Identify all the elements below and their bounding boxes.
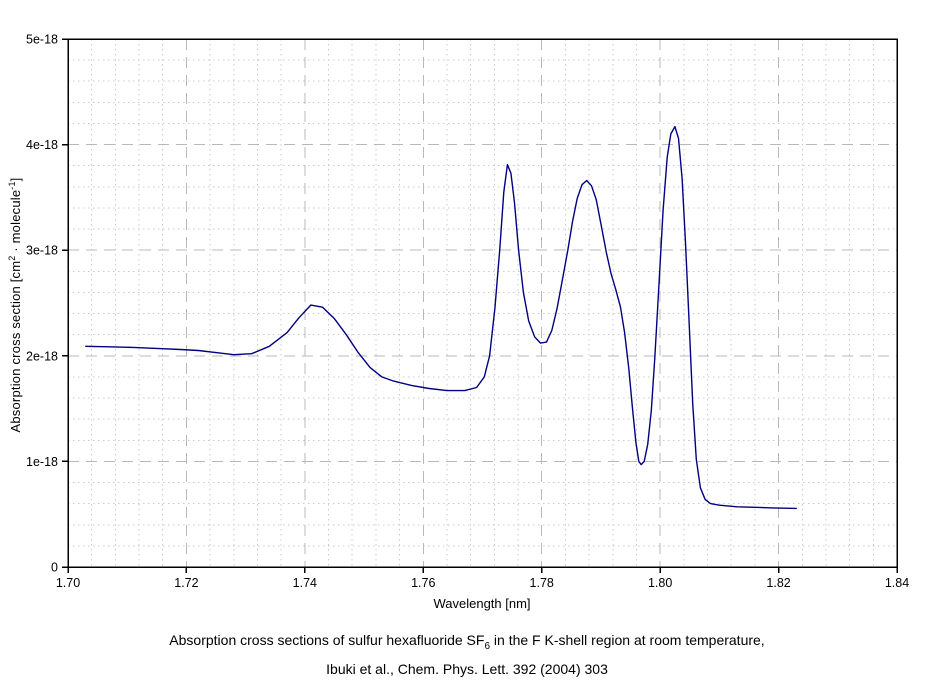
y-axis-title-sup-2: 2 [6, 255, 17, 261]
caption-line1-text: Absorption cross sections of sulfur hexa… [169, 632, 485, 648]
x-tick-label: 1.72 [174, 576, 198, 590]
caption-sf6-subscript: 6 [484, 640, 491, 652]
x-tick-label: 1.76 [411, 576, 435, 590]
caption-line-2: Ibuki et al., Chem. Phys. Lett. 392 (200… [326, 660, 608, 677]
y-tick-label: 1e-18 [26, 455, 58, 469]
absorption-curve [85, 125, 797, 510]
y-axis-title: Absorption cross section [cm2 · molecule… [7, 178, 23, 433]
chart-canvas: 1.70 1.72 1.74 1.76 1.78 1.80 1.82 1.84 0 1e-18 2e… [26, 33, 909, 591]
x-tick-label: 1.82 [766, 576, 790, 590]
y-tick-label: 4e-18 [26, 138, 58, 152]
figure-caption: Absorption cross sections of sulfur hexa… [0, 629, 934, 680]
y-axis-title-text: Absorption cross section [cm [8, 260, 24, 433]
y-tick-label: 0 [51, 561, 58, 575]
caption-line-1: Absorption cross sections of sulfur hexa… [0, 629, 934, 658]
tick-labels: 1.70 1.72 1.74 1.76 1.78 1.80 1.82 1.84 0 1e-18 2e… [26, 33, 909, 591]
axis-ticks [62, 38, 898, 573]
y-axis-title-mid: · molecule [8, 189, 24, 256]
y-axis-title-close: ] [8, 177, 24, 182]
x-tick-label: 1.70 [56, 576, 80, 590]
minor-gridlines [68, 39, 897, 567]
caption-line1-tail: in the F K-shell region at room temperat… [490, 632, 765, 648]
y-tick-label: 2e-18 [26, 349, 58, 363]
x-axis-title: Wavelength [nm] [433, 596, 531, 611]
x-tick-label: 1.80 [648, 576, 672, 590]
x-tick-label: 1.78 [530, 576, 554, 590]
x-tick-label: 1.84 [885, 576, 909, 590]
y-tick-label: 3e-18 [26, 244, 58, 258]
plot-frame [67, 38, 898, 568]
y-axis-title-sup-minus1: -1 [6, 181, 17, 190]
y-tick-label: 5e-18 [26, 33, 58, 47]
x-tick-label: 1.74 [293, 576, 317, 590]
major-gridlines [68, 39, 897, 567]
